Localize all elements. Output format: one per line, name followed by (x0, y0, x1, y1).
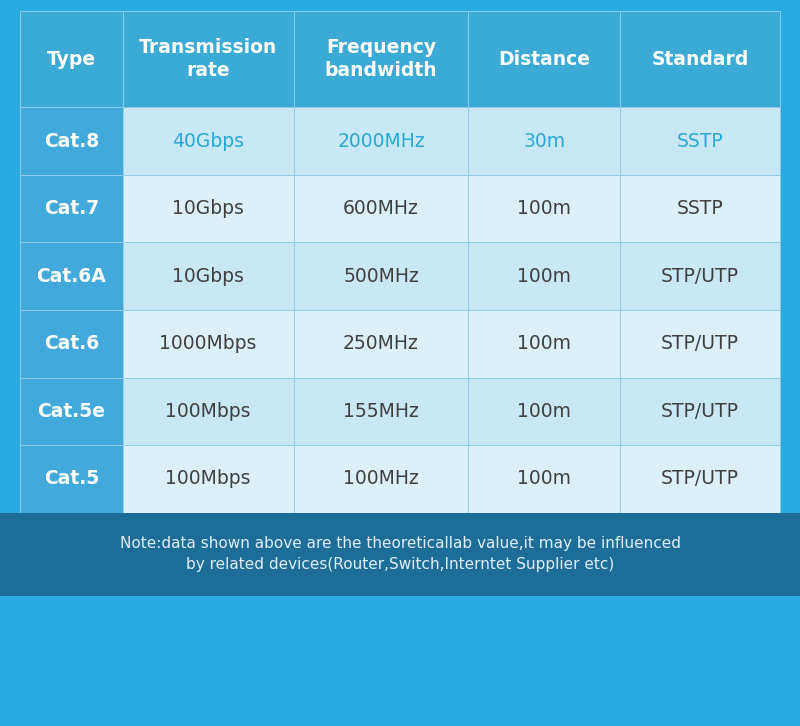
Bar (621, 107, 780, 175)
Text: Cat.5e: Cat.5e (38, 401, 106, 421)
Bar (294, 310, 469, 378)
Text: Cat.6A: Cat.6A (37, 266, 106, 286)
Bar (0, 513, 800, 596)
Text: Transmission
rate: Transmission rate (139, 38, 278, 81)
Text: Cat.8: Cat.8 (44, 131, 99, 151)
Text: STP/UTP: STP/UTP (662, 401, 739, 421)
Bar (122, 11, 294, 107)
Bar (122, 242, 294, 310)
Text: 100m: 100m (518, 334, 571, 354)
Bar (294, 445, 469, 513)
Bar (294, 378, 469, 445)
Bar (122, 107, 294, 175)
Text: 100m: 100m (518, 266, 571, 286)
Bar (469, 242, 621, 310)
Bar (20, 107, 122, 175)
Text: Note:data shown above are the theoreticallab value,it may be influenced
by relat: Note:data shown above are the theoretica… (119, 537, 681, 572)
Text: STP/UTP: STP/UTP (662, 266, 739, 286)
Text: Distance: Distance (498, 49, 590, 69)
Bar (20, 445, 122, 513)
Bar (20, 175, 122, 242)
Bar (469, 445, 621, 513)
Text: 250MHz: 250MHz (343, 334, 419, 354)
Bar (20, 11, 122, 107)
Text: 100Mbps: 100Mbps (166, 401, 251, 421)
Bar (20, 378, 122, 445)
Bar (20, 310, 122, 378)
Text: 155MHz: 155MHz (343, 401, 419, 421)
Bar (469, 107, 621, 175)
Text: 10Gbps: 10Gbps (172, 266, 244, 286)
Bar (122, 175, 294, 242)
Bar (122, 378, 294, 445)
Text: 100MHz: 100MHz (343, 469, 419, 489)
Text: 40Gbps: 40Gbps (172, 131, 244, 151)
Bar (469, 11, 621, 107)
Text: Cat.5: Cat.5 (44, 469, 99, 489)
Bar (621, 310, 780, 378)
Bar (621, 242, 780, 310)
Text: 100Mbps: 100Mbps (166, 469, 251, 489)
Text: 30m: 30m (523, 131, 566, 151)
Text: 10Gbps: 10Gbps (172, 199, 244, 219)
Bar (122, 310, 294, 378)
Text: 100m: 100m (518, 469, 571, 489)
Bar (469, 310, 621, 378)
Bar (20, 242, 122, 310)
Text: Cat.6: Cat.6 (44, 334, 99, 354)
Text: 600MHz: 600MHz (343, 199, 419, 219)
Text: 100m: 100m (518, 199, 571, 219)
Text: Type: Type (46, 49, 96, 69)
Text: Standard: Standard (651, 49, 749, 69)
Bar (621, 445, 780, 513)
Bar (621, 175, 780, 242)
Bar (469, 175, 621, 242)
Text: Frequency
bandwidth: Frequency bandwidth (325, 38, 438, 81)
Bar (294, 107, 469, 175)
Bar (294, 11, 469, 107)
Text: SSTP: SSTP (677, 131, 723, 151)
Bar (621, 11, 780, 107)
Text: 100m: 100m (518, 401, 571, 421)
Bar (621, 378, 780, 445)
Bar (122, 445, 294, 513)
Text: STP/UTP: STP/UTP (662, 469, 739, 489)
Text: 500MHz: 500MHz (343, 266, 419, 286)
Text: SSTP: SSTP (677, 199, 723, 219)
Text: STP/UTP: STP/UTP (662, 334, 739, 354)
Bar (294, 175, 469, 242)
Bar (294, 242, 469, 310)
Text: 2000MHz: 2000MHz (337, 131, 425, 151)
Text: 1000Mbps: 1000Mbps (159, 334, 257, 354)
Bar (469, 378, 621, 445)
Text: Cat.7: Cat.7 (44, 199, 99, 219)
